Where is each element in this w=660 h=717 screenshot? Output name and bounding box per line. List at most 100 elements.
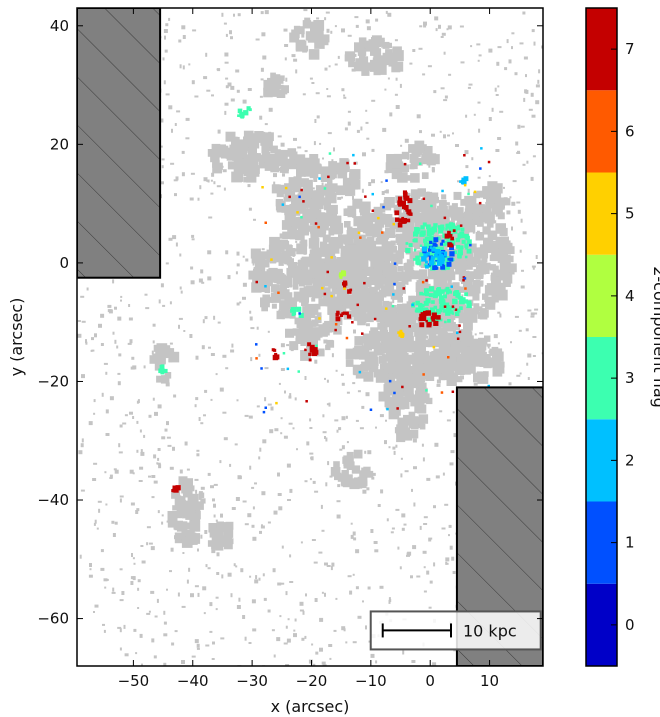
emission-cell (300, 168, 308, 176)
emission-cell (262, 260, 270, 268)
noise-speck (146, 612, 151, 615)
emission-cell (454, 193, 461, 200)
emission-cell (374, 337, 380, 344)
noise-speck (519, 42, 524, 45)
emission-cell (359, 235, 366, 242)
noise-speck (163, 633, 168, 637)
emission-cell (372, 232, 378, 238)
noise-speck (377, 504, 381, 507)
noise-speck (239, 476, 242, 479)
emission-cell (438, 267, 449, 278)
flag-3-pixel (459, 231, 465, 237)
noise-speck (394, 93, 398, 96)
emission-cell (418, 382, 427, 391)
emission-cell (252, 270, 261, 279)
noise-speck (217, 321, 221, 324)
noise-speck (308, 659, 313, 664)
noise-speck (207, 276, 212, 281)
flag-3-pixel (420, 230, 426, 236)
flag-3-pixel (425, 292, 430, 297)
flag-3-pixel (425, 298, 431, 304)
noise-speck (422, 457, 425, 462)
emission-cell (353, 315, 359, 321)
noise-speck (277, 582, 282, 586)
emission-cell (464, 195, 474, 206)
noise-speck (520, 125, 525, 128)
noise-speck (309, 418, 312, 422)
noise-speck (436, 379, 441, 384)
noise-speck (312, 663, 316, 666)
noise-speck (423, 23, 427, 28)
flag-3-pixel (422, 292, 426, 296)
emission-cell (321, 34, 330, 43)
noise-speck (325, 11, 330, 14)
emission-cell (269, 236, 280, 248)
noise-speck (347, 110, 351, 113)
noise-speck (191, 234, 195, 238)
noise-speck (112, 279, 115, 284)
noise-speck (188, 567, 191, 572)
noise-speck (200, 269, 204, 274)
emission-cell (336, 279, 346, 289)
emission-cell (439, 341, 451, 352)
emission-cell (391, 156, 401, 165)
noise-speck (81, 438, 84, 443)
emission-cell (441, 194, 447, 200)
emission-cell (357, 225, 364, 232)
noise-speck (253, 218, 256, 221)
noise-speck (360, 126, 363, 131)
noise-speck (165, 262, 169, 265)
noise-speck (326, 403, 330, 406)
flag-3-pixel (443, 302, 450, 308)
noise-speck (148, 610, 151, 613)
flag-3-pixel (446, 236, 453, 242)
flag-6-pixel (440, 391, 444, 394)
flag-3-pixel (423, 238, 428, 243)
emission-cell (357, 240, 368, 251)
emission-cell (403, 387, 413, 397)
emission-cell (456, 376, 463, 383)
noise-speck (285, 664, 290, 666)
noise-speck (506, 39, 509, 44)
noise-speck (198, 417, 201, 421)
noise-speck (320, 504, 323, 509)
flag-3-pixel (246, 106, 251, 111)
noise-speck (326, 379, 329, 383)
flag-7-pixel (327, 175, 330, 179)
noise-speck (101, 392, 104, 397)
emission-cell (417, 188, 426, 197)
noise-speck (407, 551, 412, 556)
noise-speck (428, 163, 431, 168)
emission-cell (350, 182, 358, 190)
noise-speck (120, 299, 122, 302)
noise-speck (530, 176, 534, 181)
flag-3-pixel (456, 226, 461, 231)
emission-cell (324, 291, 336, 303)
flag-3-pixel (451, 238, 455, 243)
noise-speck (455, 144, 459, 147)
noise-speck (461, 294, 464, 297)
noise-speck (258, 353, 261, 357)
flag-3-pixel (467, 300, 472, 305)
emission-cell (402, 224, 413, 235)
emission-cell (374, 218, 384, 228)
noise-speck (523, 97, 526, 102)
emission-cell (243, 145, 250, 152)
noise-speck (334, 25, 337, 28)
emission-cell (392, 291, 400, 299)
flag-3-pixel (428, 293, 433, 298)
noise-speck (202, 319, 205, 324)
noise-speck (339, 448, 343, 451)
noise-speck (428, 537, 433, 540)
flag-3-pixel (462, 298, 466, 301)
emission-cell (301, 264, 308, 271)
emission-cell (447, 353, 457, 363)
noise-speck (104, 586, 107, 589)
noise-speck (263, 597, 267, 601)
colorbar-tick-label: 6 (625, 122, 635, 140)
flag-3-pixel (445, 258, 450, 264)
emission-cell (421, 172, 429, 179)
flag-3-pixel (466, 248, 472, 254)
emission-cell (384, 222, 391, 228)
noise-speck (256, 326, 259, 330)
